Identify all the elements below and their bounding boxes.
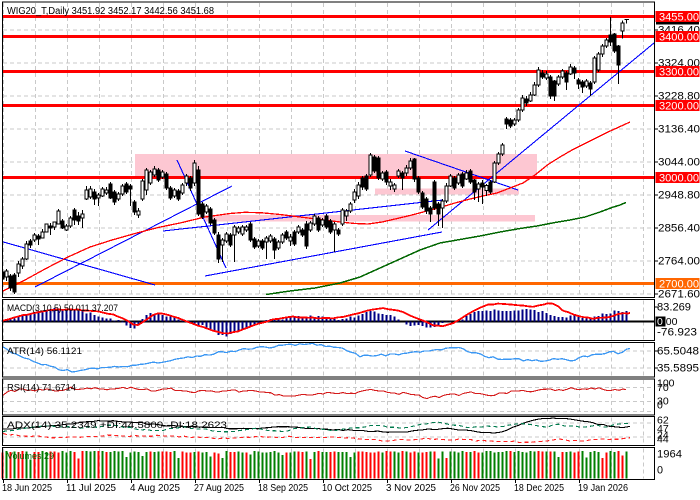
svg-text:MACD(3,10,5) 50.011 37.207: MACD(3,10,5) 50.011 37.207 <box>7 303 118 313</box>
svg-text:ADX(14) 35.2349 +DI:44.5800 -D: ADX(14) 35.2349 +DI:44.5800 -DI:18.2623 <box>7 420 227 430</box>
svg-text:3455.00: 3455.00 <box>659 11 699 23</box>
svg-text:2700.00: 2700.00 <box>659 278 699 290</box>
svg-text:10 Oct 2025: 10 Oct 2025 <box>322 483 372 494</box>
svg-text:27 Aug 2025: 27 Aug 2025 <box>194 483 244 494</box>
svg-text:Volumes 29: Volumes 29 <box>7 451 54 461</box>
svg-text:-76.923: -76.923 <box>657 327 697 339</box>
svg-text:ATR(14) 56.1121: ATR(14) 56.1121 <box>7 346 82 356</box>
svg-text:30: 30 <box>657 396 669 408</box>
svg-text:100: 100 <box>657 378 675 390</box>
svg-text:83.269: 83.269 <box>657 302 691 314</box>
svg-text:35.5895: 35.5895 <box>657 363 699 375</box>
svg-text:0: 0 <box>657 465 663 477</box>
svg-text:18 Jun 2025: 18 Jun 2025 <box>2 483 52 494</box>
svg-text:3300.00: 3300.00 <box>659 66 699 78</box>
svg-text:65.5048: 65.5048 <box>657 346 699 358</box>
svg-text:3044.00: 3044.00 <box>658 157 700 169</box>
svg-text:1964: 1964 <box>657 449 682 461</box>
svg-text:44: 44 <box>657 434 669 446</box>
svg-text:2764.00: 2764.00 <box>658 256 700 268</box>
svg-text:3000.00: 3000.00 <box>659 172 699 184</box>
svg-text:0.00: 0.00 <box>657 316 678 328</box>
svg-text:3400.00: 3400.00 <box>659 31 699 43</box>
svg-text:3228.80: 3228.80 <box>658 91 700 103</box>
svg-text:3200.00: 3200.00 <box>659 100 699 112</box>
svg-text:18 Dec 2025: 18 Dec 2025 <box>514 483 564 494</box>
svg-text:62: 62 <box>657 415 669 427</box>
svg-text:11 Jul 2025: 11 Jul 2025 <box>66 483 116 494</box>
svg-text:RSI(14) 71.6714: RSI(14) 71.6714 <box>7 383 76 393</box>
svg-text:2856.40: 2856.40 <box>658 223 700 235</box>
svg-text:3 Nov 2025: 3 Nov 2025 <box>386 483 436 494</box>
svg-text:3136.40: 3136.40 <box>658 124 700 136</box>
svg-text:19 Jan 2026: 19 Jan 2026 <box>578 483 628 494</box>
svg-text:24: 24 <box>657 430 669 442</box>
svg-text:70: 70 <box>657 382 669 394</box>
svg-text:2948.80: 2948.80 <box>658 190 700 202</box>
svg-text:26 Nov 2025: 26 Nov 2025 <box>450 483 500 494</box>
svg-text:2671.60: 2671.60 <box>658 289 700 301</box>
svg-text:WIG20_T,Daily 3451.92 3452.17: WIG20_T,Daily 3451.92 3452.17 3442.56 34… <box>7 6 214 17</box>
svg-text:4 Aug 2025: 4 Aug 2025 <box>130 483 180 494</box>
svg-text:0: 0 <box>657 400 663 412</box>
svg-text:47: 47 <box>657 423 669 435</box>
svg-text:18 Sep 2025: 18 Sep 2025 <box>258 483 308 494</box>
